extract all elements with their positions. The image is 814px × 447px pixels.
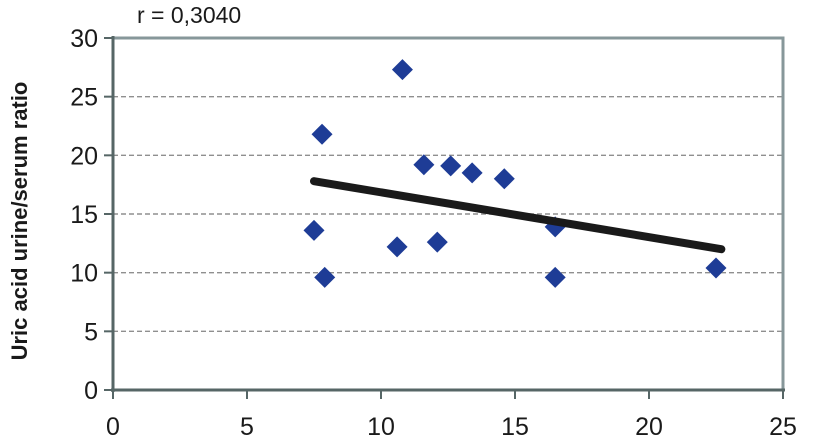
data-point — [314, 266, 336, 288]
data-point — [391, 59, 413, 81]
data-point — [386, 236, 408, 258]
data-point — [461, 162, 483, 184]
x-tick-label: 20 — [635, 413, 663, 441]
x-tick-label: 25 — [769, 413, 797, 441]
y-tick-label: 15 — [70, 201, 98, 229]
data-point — [705, 257, 727, 279]
data-point — [413, 154, 435, 176]
x-tick-label: 15 — [501, 413, 529, 441]
correlation-label: r = 0,3040 — [137, 2, 242, 28]
trend-line — [310, 177, 726, 254]
data-point — [426, 231, 448, 253]
x-tick-label: 10 — [367, 413, 395, 441]
data-point — [303, 219, 325, 241]
data-point — [544, 266, 566, 288]
data-point — [311, 123, 333, 145]
y-tick-label: 5 — [84, 318, 98, 346]
data-point — [440, 155, 462, 177]
y-tick-label: 10 — [70, 260, 98, 288]
data-point — [493, 168, 515, 190]
y-tick-label: 30 — [70, 25, 98, 53]
y-tick-label: 20 — [70, 142, 98, 170]
x-tick-label: 5 — [240, 413, 254, 441]
y-tick-label: 25 — [70, 84, 98, 112]
x-tick-label: 0 — [106, 413, 120, 441]
y-tick-label: 0 — [84, 377, 98, 405]
